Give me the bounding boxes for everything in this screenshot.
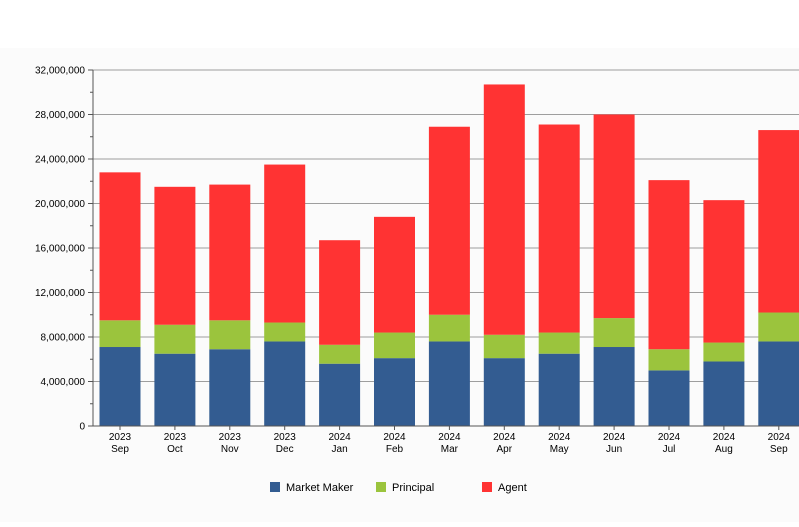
bar-market-maker-7 xyxy=(484,358,525,426)
bar-principal-9 xyxy=(594,318,635,347)
bar-agent-11 xyxy=(703,200,744,342)
bar-principal-10 xyxy=(649,349,690,370)
bar-market-maker-3 xyxy=(264,341,305,426)
y-tick-labels: 0 4,000,000 8,000,000 12,000,000 16,000,000 2… xyxy=(35,66,86,433)
x-tick-label-year: 2023 xyxy=(219,432,242,443)
bar-principal-4 xyxy=(319,345,360,364)
bar-principal-12 xyxy=(758,313,799,342)
bar-principal-8 xyxy=(539,333,580,354)
bar-market-maker-9 xyxy=(594,347,635,426)
x-tick-label-month: Aug xyxy=(715,444,733,455)
bar-market-maker-6 xyxy=(429,341,470,426)
x-tick-label-month: Jan xyxy=(332,444,348,455)
x-tick-label-year: 2024 xyxy=(658,432,681,443)
bar-market-maker-8 xyxy=(539,354,580,426)
x-tick-label-year: 2023 xyxy=(164,432,187,443)
bar-market-maker-5 xyxy=(374,358,415,426)
legend-label-agent: Agent xyxy=(498,482,527,494)
y-tick-label: 0 xyxy=(79,422,85,433)
bar-agent-3 xyxy=(264,165,305,323)
x-tick-label-month: Apr xyxy=(497,444,513,455)
bar-principal-7 xyxy=(484,335,525,358)
y-tick-label: 12,000,000 xyxy=(35,288,85,299)
y-tick-label: 32,000,000 xyxy=(35,66,85,77)
bar-principal-3 xyxy=(264,323,305,342)
bar-principal-1 xyxy=(154,325,195,354)
legend-swatch-principal xyxy=(376,482,386,492)
x-tick-label-month: Feb xyxy=(386,444,404,455)
x-tick-label-month: Jul xyxy=(663,444,676,455)
y-tick-label: 20,000,000 xyxy=(35,199,85,210)
legend-swatch-agent xyxy=(482,482,492,492)
bar-principal-0 xyxy=(100,320,141,347)
bar-principal-6 xyxy=(429,315,470,342)
bar-agent-12 xyxy=(758,130,799,312)
bar-market-maker-1 xyxy=(154,354,195,426)
y-tick-label: 28,000,000 xyxy=(35,110,85,121)
bar-agent-0 xyxy=(100,172,141,320)
legend-label-market-maker: Market Maker xyxy=(286,482,354,494)
legend-swatch-market-maker xyxy=(270,482,280,492)
bar-agent-10 xyxy=(649,180,690,349)
bar-agent-8 xyxy=(539,125,580,333)
x-tick-label-month: Dec xyxy=(276,444,294,455)
bar-market-maker-10 xyxy=(649,370,690,426)
x-tick-label-month: Mar xyxy=(441,444,459,455)
x-tick-label-year: 2024 xyxy=(713,432,736,443)
bar-principal-11 xyxy=(703,343,744,362)
bar-agent-2 xyxy=(209,185,250,321)
x-tick-label-year: 2023 xyxy=(274,432,297,443)
bar-market-maker-12 xyxy=(758,341,799,426)
bar-agent-4 xyxy=(319,240,360,345)
x-tick-label-year: 2024 xyxy=(548,432,571,443)
y-tick-label: 8,000,000 xyxy=(41,333,86,344)
bar-agent-6 xyxy=(429,127,470,315)
bar-market-maker-11 xyxy=(703,361,744,426)
x-tick-label-month: Nov xyxy=(221,444,239,455)
bar-market-maker-2 xyxy=(209,349,250,426)
x-tick-label-year: 2024 xyxy=(438,432,461,443)
x-tick-label-month: Jun xyxy=(606,444,622,455)
x-tick-label-year: 2024 xyxy=(328,432,351,443)
bar-agent-5 xyxy=(374,217,415,333)
x-tick-label-month: Oct xyxy=(167,444,183,455)
x-tick-label-year: 2024 xyxy=(493,432,516,443)
bar-market-maker-0 xyxy=(100,347,141,426)
x-tick-label-month: Sep xyxy=(111,444,129,455)
x-tick-label-month: May xyxy=(550,444,569,455)
x-tick-label-year: 2023 xyxy=(109,432,132,443)
y-tick-label: 16,000,000 xyxy=(35,244,85,255)
bar-market-maker-4 xyxy=(319,364,360,426)
bar-agent-1 xyxy=(154,187,195,325)
bar-principal-5 xyxy=(374,333,415,359)
x-tick-label-year: 2024 xyxy=(768,432,791,443)
bar-agent-9 xyxy=(594,115,635,319)
x-tick-label-year: 2024 xyxy=(603,432,626,443)
x-tick-label-year: 2024 xyxy=(383,432,406,443)
y-tick-label: 4,000,000 xyxy=(41,377,86,388)
legend-label-principal: Principal xyxy=(392,482,434,494)
bar-agent-7 xyxy=(484,84,525,334)
x-tick-label-month: Sep xyxy=(770,444,788,455)
y-tick-label: 24,000,000 xyxy=(35,155,85,166)
bar-principal-2 xyxy=(209,320,250,349)
